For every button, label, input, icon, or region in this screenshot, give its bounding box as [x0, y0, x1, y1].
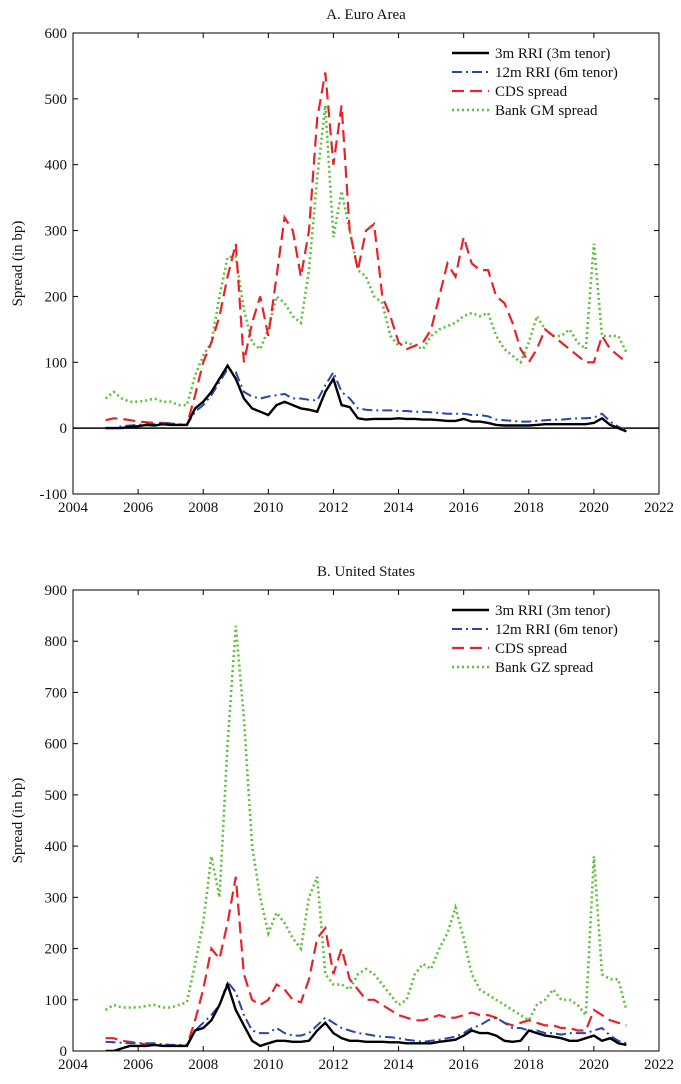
- plot-lines: [104, 625, 628, 1051]
- x-tick-label: 2004: [58, 1057, 89, 1073]
- y-tick-label: 0: [60, 1044, 68, 1060]
- series-line: [105, 367, 627, 432]
- legend-label: Bank GZ spread: [495, 660, 594, 676]
- x-tick-label: 2020: [579, 1057, 609, 1073]
- series-line: [105, 72, 628, 426]
- x-tick-label: 2016: [449, 1057, 480, 1073]
- legend-label: CDS spread: [495, 641, 568, 657]
- legend-label: 3m RRI (3m tenor): [495, 603, 610, 619]
- y-tick-label: 200: [45, 942, 68, 958]
- y-tick-label: 800: [45, 634, 68, 650]
- y-tick-label: 500: [45, 788, 68, 804]
- x-tick-label: 2010: [253, 500, 283, 516]
- chart-title: A. Euro Area: [326, 7, 406, 23]
- x-tick-label: 2014: [384, 500, 415, 516]
- series-line: [105, 980, 627, 1051]
- y-tick-label: 200: [45, 289, 68, 305]
- y-axis-label: Spread (in bp): [10, 221, 26, 307]
- y-tick-label: 300: [45, 890, 68, 906]
- y-axis-label: Spread (in bp): [10, 778, 26, 864]
- series-line: [105, 979, 627, 1046]
- legend-label: CDS spread: [495, 84, 568, 100]
- x-tick-label: 2006: [123, 1057, 154, 1073]
- y-tick-label: 600: [45, 26, 68, 42]
- y-tick-label: 100: [45, 993, 68, 1009]
- x-tick-label: 2020: [579, 500, 609, 516]
- legend-label: 12m RRI (6m tenor): [495, 65, 618, 81]
- y-tick-label: 300: [45, 224, 68, 240]
- x-tick-label: 2022: [644, 1057, 674, 1073]
- y-tick-label: 600: [45, 737, 68, 753]
- legend-label: Bank GM spread: [495, 103, 598, 119]
- y-tick-label: 500: [45, 92, 68, 108]
- series-line: [105, 876, 627, 1047]
- x-tick-label: 2014: [384, 1057, 415, 1073]
- legend-label: 12m RRI (6m tenor): [495, 622, 618, 638]
- series-line: [104, 105, 628, 407]
- chart-title: B. United States: [317, 564, 415, 580]
- x-tick-label: 2004: [58, 500, 89, 516]
- plot-lines: [104, 72, 628, 433]
- x-tick-label: 2018: [514, 1057, 544, 1073]
- x-tick-label: 2022: [644, 500, 674, 516]
- x-tick-label: 2016: [449, 500, 480, 516]
- series-line: [105, 363, 627, 433]
- y-tick-label: 100: [45, 355, 68, 371]
- x-tick-label: 2006: [123, 500, 154, 516]
- y-tick-label: 900: [45, 583, 68, 599]
- y-tick-label: 400: [45, 839, 68, 855]
- series-line: [104, 625, 628, 1023]
- y-tick-label: 400: [45, 158, 68, 174]
- x-tick-label: 2008: [188, 1057, 218, 1073]
- x-tick-label: 2008: [188, 500, 218, 516]
- y-tick-label: 700: [45, 685, 68, 701]
- plot-frame: [72, 32, 660, 495]
- y-tick-label: 0: [60, 421, 68, 437]
- x-tick-label: 2010: [253, 1057, 283, 1073]
- plot-frame: [72, 589, 660, 1052]
- x-tick-label: 2018: [514, 500, 544, 516]
- x-tick-label: 2012: [318, 500, 348, 516]
- x-tick-label: 2012: [318, 1057, 348, 1073]
- legend-label: 3m RRI (3m tenor): [495, 46, 610, 62]
- y-tick-label: -100: [40, 487, 68, 503]
